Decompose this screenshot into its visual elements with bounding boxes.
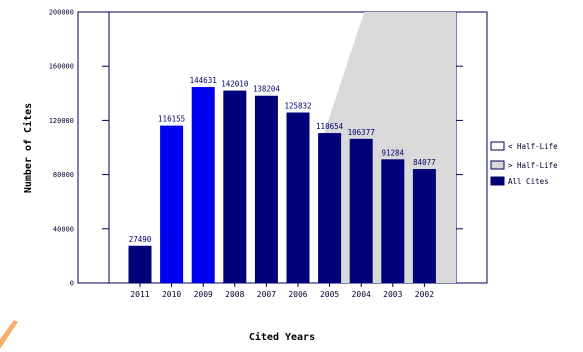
bar-2008 xyxy=(223,90,247,283)
x-tick-label: 2005 xyxy=(320,290,339,299)
y-tick-label: 160000 xyxy=(49,63,74,71)
legend-label: > Half-Life xyxy=(508,161,558,170)
legend-label: All Cites xyxy=(508,177,549,186)
x-tick-label: 2006 xyxy=(288,290,307,299)
bar-2006 xyxy=(286,112,310,283)
x-tick-label: 2002 xyxy=(415,290,434,299)
x-tick-label: 2007 xyxy=(257,290,276,299)
y-axis-ticks: 0 40000 80000 120000 160000 200000 xyxy=(49,9,463,288)
decorative-accent-mark xyxy=(0,320,18,349)
left-frame-panel xyxy=(77,11,110,284)
x-tick-label: 2008 xyxy=(225,290,244,299)
y-tick-label: 40000 xyxy=(53,225,74,233)
y-tick-label: 0 xyxy=(70,280,74,288)
x-tick-label: 2010 xyxy=(162,290,181,299)
bar-value-label: 142010 xyxy=(221,80,249,89)
bar-value-label: 106377 xyxy=(348,128,375,137)
bar-2005 xyxy=(318,133,342,283)
bar-value-label: 27490 xyxy=(129,235,152,244)
right-frame-panel xyxy=(455,11,488,284)
x-tick-label: 2011 xyxy=(130,290,149,299)
bar-value-label: 91284 xyxy=(382,148,405,157)
bar-value-label: 144631 xyxy=(190,76,217,85)
x-tick-label: 2003 xyxy=(383,290,402,299)
bar-value-label: 84077 xyxy=(413,158,436,167)
bar-value-label: 138204 xyxy=(253,85,281,94)
legend-swatch xyxy=(490,141,505,151)
bar-2010 xyxy=(160,125,184,283)
x-axis-title: Cited Years xyxy=(249,331,315,343)
x-axis-ticks: 2011 2010 2009 2008 2007 2006 2005 2004 2003 2002 xyxy=(130,283,434,299)
legend-swatch xyxy=(490,160,505,170)
bar-2003 xyxy=(381,159,405,283)
legend: < Half-Life > Half-Life All Cites xyxy=(490,141,558,186)
y-tick-label: 120000 xyxy=(49,117,74,125)
bar-value-label: 116155 xyxy=(158,115,185,124)
bar-2002 xyxy=(412,169,436,283)
y-axis-title: Number of Cites xyxy=(22,103,34,193)
bar-value-label: 125832 xyxy=(284,101,311,110)
bar-2011 xyxy=(128,245,152,283)
x-tick-label: 2004 xyxy=(352,290,371,299)
bar-2007 xyxy=(254,95,278,283)
bar-2009 xyxy=(191,87,215,283)
bar-2004 xyxy=(349,138,373,283)
legend-label: < Half-Life xyxy=(508,142,558,151)
legend-swatch xyxy=(490,176,505,186)
bar-value-label: 110654 xyxy=(316,122,344,131)
y-tick-label: 80000 xyxy=(53,171,74,179)
y-tick-label: 200000 xyxy=(49,9,74,17)
x-tick-label: 2009 xyxy=(194,290,213,299)
